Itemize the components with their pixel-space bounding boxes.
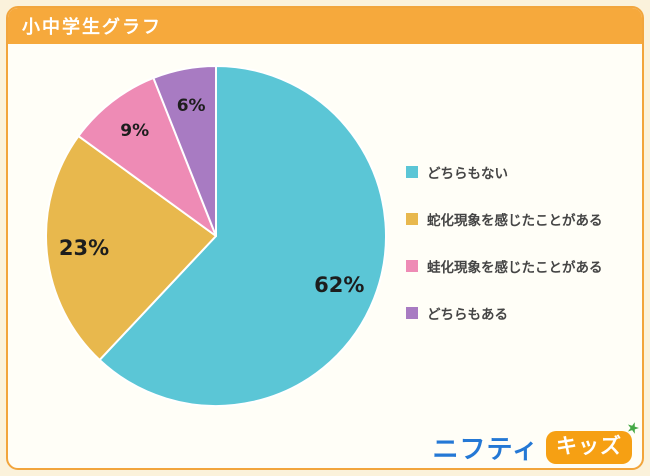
- pie-slice-1: [45, 135, 217, 361]
- chart-title-bar: 小中学生グラフ: [8, 8, 642, 44]
- legend-label: どちらもある: [427, 307, 508, 323]
- pie-slice-0: [98, 65, 387, 407]
- legend-label: 蛙化現象を感じたことがある: [427, 260, 603, 276]
- pie-chart: 62% 23% 9% 6%: [44, 64, 388, 408]
- pie-value-label: 62%: [314, 272, 365, 297]
- page-title: 小中学生グラフ: [22, 17, 162, 38]
- legend: どちらもない 蛇化現象を感じたことがある 蛙化現象を感じたことがある どちらもあ…: [406, 162, 603, 323]
- pie-slice-3: [152, 65, 217, 237]
- legend-item-neither: どちらもない: [406, 162, 603, 182]
- legend-item-snake: 蛇化現象を感じたことがある: [406, 209, 603, 229]
- pie-slice-2: [77, 76, 217, 237]
- legend-swatch-purple-icon: [406, 307, 418, 319]
- star-icon: ★: [623, 417, 643, 439]
- pie-value-label: 6%: [176, 95, 206, 116]
- legend-item-frog: 蛙化現象を感じたことがある: [406, 256, 603, 276]
- legend-label: 蛇化現象を感じたことがある: [427, 213, 603, 229]
- brand-badge-label: キッズ: [556, 434, 622, 458]
- legend-label: どちらもない: [427, 166, 508, 182]
- legend-item-both: どちらもある: [406, 303, 603, 323]
- brand-name-nifty: ニフティ: [432, 435, 539, 465]
- brand-logo: ニフティ キッズ ★: [432, 417, 642, 466]
- brand-badge-kids: キッズ ★: [546, 417, 642, 464]
- pie-circle: [45, 65, 387, 407]
- legend-swatch-yellow-icon: [406, 213, 418, 225]
- chart-area: 62% 23% 9% 6% どちらもない 蛇化現象を感じたことがある 蛙化現象を感じた…: [8, 44, 642, 468]
- chart-card: 小中学生グラフ 62% 23% 9% 6% どちらもない 蛇化現象を感じたことがある …: [6, 6, 644, 470]
- pie-value-label: 9%: [120, 121, 150, 142]
- pie-value-label: 23%: [58, 236, 110, 261]
- legend-swatch-pink-icon: [406, 260, 418, 272]
- legend-swatch-teal-icon: [406, 166, 418, 178]
